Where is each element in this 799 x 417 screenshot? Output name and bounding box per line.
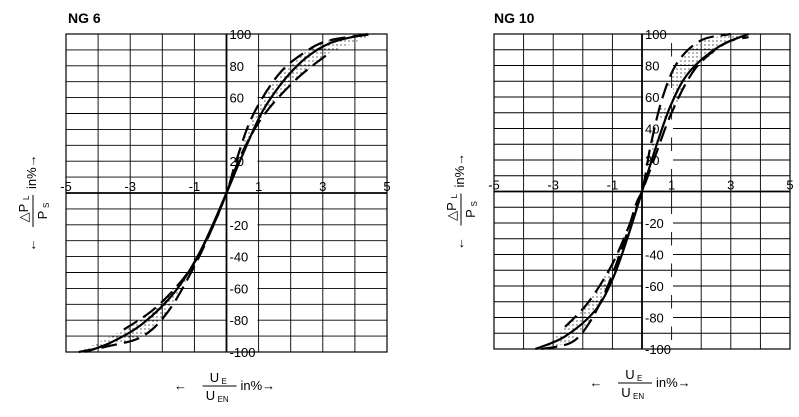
chart-ng10-y-label-unit: in%→ (452, 153, 467, 188)
chart-ng6-y-label-denominator-sub: S (42, 203, 51, 208)
chart-ng6-y-label-numerator-sub: L (22, 195, 31, 200)
chart-ng6-y-tick-label: -100 (230, 345, 256, 360)
chart-ng10-series-limit-1 (564, 32, 732, 328)
chart-ng6-x-label-denominator-sub: EN (218, 395, 229, 404)
chart-ng6-y-label-denominator: P (35, 211, 50, 220)
chart-ng6-x-tick-label: 5 (383, 179, 390, 194)
chart-ng10-x-tick-label: -1 (607, 178, 619, 193)
chart-ng6-y-tick-label: -20 (230, 218, 249, 233)
chart-ng10-y-tick-label: -80 (645, 311, 664, 326)
chart-ng10-y-label-denominator: P (463, 209, 478, 218)
chart-ng10-title: NG 10 (494, 10, 535, 26)
chart-ng6-y-ticks: 100 80 60 20 -20 -40 -60 -80 -100 (230, 27, 256, 360)
chart-ng10-x-label-denominator-sub: EN (633, 392, 644, 401)
chart-ng10-x-label-unit: in%→ (656, 375, 691, 390)
chart-ng10-x-tick-label: -5 (488, 178, 500, 193)
chart-ng10-x-label-denominator: U (621, 385, 630, 400)
chart-ng6-y-tick-label: -80 (230, 313, 249, 328)
chart-ng6-y-tick-mask (227, 311, 258, 330)
chart-ng10-y-tick-mask (643, 245, 673, 264)
chart-ng10-y-tick-label: 80 (645, 59, 659, 74)
chart-ng10-x-tick-label: 5 (786, 178, 793, 193)
chart-ng6-y-tick-label: 100 (230, 27, 252, 42)
chart-ng6-x-tick-label: -3 (124, 179, 136, 194)
chart-ng6-x-label-arrow-left: ← (174, 378, 187, 393)
chart-ng6-y-tick-mask (227, 152, 258, 171)
chart-ng6-x-label-denominator: U (206, 388, 215, 403)
chart-ng10-y-tick-mask (643, 214, 673, 232)
chart-ng10-y-label-arrow-left: ← (452, 237, 467, 250)
chart-ng10-series (534, 32, 750, 351)
chart-ng10-y-tick-label: -20 (645, 216, 664, 231)
chart-ng6-x-tick-label: -5 (60, 179, 72, 194)
chart-ng6-x-tick-label: 1 (255, 179, 262, 194)
chart-ng6-y-tick-label: -40 (230, 250, 249, 265)
chart-ng6: NG 6 -5 -3 -1 1 3 5 100 80 60 20 -20 -40 -60 -80 -100… (16, 10, 391, 404)
chart-ng6-y-tick-mask (227, 88, 258, 107)
chart-ng10-x-label-numerator-sub: E (637, 374, 642, 383)
chart-ng6-y-tick-mask (227, 215, 258, 234)
chart-ng10-x-tick-label: 3 (727, 178, 734, 193)
chart-ng6-y-tick-label: 20 (230, 154, 244, 169)
chart-ng10-y-tick-mask (643, 308, 673, 327)
chart-ng6-series-limit-2 (78, 52, 330, 354)
chart-ng10-y-tick-mask (643, 277, 673, 295)
chart-ng10-x-label-arrow-left: ← (590, 375, 603, 390)
chart-ng10-y-tick-label: -40 (645, 248, 664, 263)
chart-ng6-y-tick-label: -60 (230, 281, 249, 296)
chart-ng10-x-label-numerator: U (625, 367, 634, 382)
chart-ng10-y-tick-label: -60 (645, 279, 664, 294)
chart-ng6-y-label-numerator: △P (16, 204, 31, 223)
chart-ng6-y-tick-mask (227, 279, 258, 298)
chart-ng10-y-tick-label: 20 (645, 153, 659, 168)
chart-ng6-x-tick-label: 3 (319, 179, 326, 194)
chart-ng10-y-tick-mask (643, 56, 673, 75)
chart-ng10-y-tick-mask (643, 119, 673, 138)
chart-ng10-y-tick-label: -100 (645, 342, 671, 357)
chart-ng6-x-label-numerator: U (210, 370, 219, 385)
chart-ng10-series-limit-2 (541, 36, 749, 351)
chart-ng6-series-limit-1 (123, 32, 375, 331)
chart-ng10-y-ticks: 100 80 60 40 20 -20 -40 -60 -80 -100 (645, 27, 671, 357)
chart-ng10-y-tick-label: 60 (645, 90, 659, 105)
chart-ng10-y-tick-label: 100 (645, 27, 667, 42)
chart-ng10-y-label-numerator: △P (444, 202, 459, 221)
chart-ng10-y-tick-label: 40 (645, 122, 659, 137)
chart-ng6-y-tick-label: 60 (230, 91, 244, 106)
chart-ng6-series (78, 32, 375, 354)
chart-ng6-x-tick-label: -1 (189, 179, 201, 194)
chart-ng6-y-tick-mask (227, 247, 258, 266)
chart-ng6-y-tick-label: 80 (230, 59, 244, 74)
chart-ng10-x-ticks: -5 -3 -1 1 3 5 (488, 178, 793, 193)
chart-ng6-title: NG 6 (68, 10, 101, 26)
chart-ng10-x-tick-label: 1 (668, 178, 675, 193)
chart-ng10: NG 10 -5 -3 -1 1 3 5 100 80 60 40 20 -20 -40 -60 -80 -… (444, 10, 794, 401)
chart-ng6-y-label-arrow-left: ← (24, 239, 39, 252)
chart-ng6-x-label-unit: in%→ (241, 378, 276, 393)
chart-ng6-label-masks (227, 25, 258, 361)
chart-ng10-y-label-numerator-sub: L (450, 194, 459, 199)
chart-ng6-x-label-numerator-sub: E (222, 377, 227, 386)
chart-ng10-y-tick-mask (643, 88, 673, 106)
chart-ng6-y-label-unit: in%→ (24, 154, 39, 189)
chart-ng10-y-label-denominator-sub: S (470, 201, 479, 206)
chart-ng6-x-ticks: -5 -3 -1 1 3 5 (60, 179, 390, 194)
chart-ng10-x-tick-label: -3 (547, 178, 559, 193)
chart-ng6-y-tick-mask (227, 56, 258, 75)
